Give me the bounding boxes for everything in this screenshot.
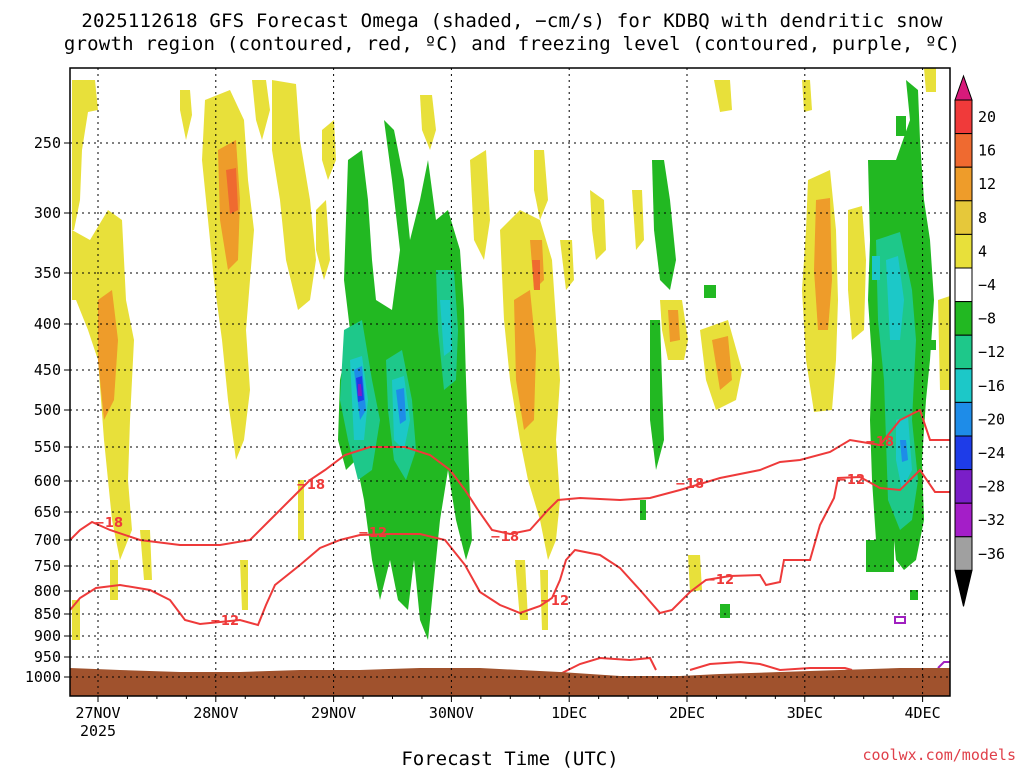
x-tick-label: 1DEC [551,704,587,722]
colorbar-swatch [954,435,973,471]
colorbar-label: 20 [978,108,996,126]
y-tick-label: 850 [34,605,61,623]
colorbar-label: −12 [978,343,1005,361]
x-tick-label: 29NOV [311,704,356,722]
colorbar: 20 16 12 8 4 −4 −8 −12 −16 −20 −24 −28 −32 −36 [954,74,1005,607]
y-tick-label: 450 [34,361,61,379]
colorbar-swatch [954,166,973,202]
y-tick-label: 550 [34,438,61,456]
x-tick-label: 28NOV [193,704,238,722]
colorbar-swatch [954,301,973,336]
colorbar-label: −36 [978,545,1005,563]
contour-label-1: −18 [94,516,123,531]
colorbar-label: −28 [978,478,1005,496]
y-axis: 250 300 350 400 450 500 550 600 650 700 750 800 850 9… [25,134,70,686]
y-tick-label: 400 [34,315,61,333]
contour-label-3: −12 [210,614,239,629]
chart-title-line1: 2025112618 GFS Forecast Omega (shaded, −… [81,10,943,32]
colorbar-swatch [954,502,973,538]
contour-label-5: −12 [358,526,387,541]
colorbar-swatch [954,536,973,571]
x-tick-label: 4DEC [905,704,941,722]
colorbar-label: −32 [978,511,1005,529]
colorbar-label: 4 [978,242,987,260]
colorbar-label: −20 [978,410,1005,428]
colorbar-label: 8 [978,209,987,227]
contour-label-9: −18 [865,435,894,450]
y-tick-label: 950 [34,648,61,666]
colorbar-label: 12 [978,175,996,193]
y-tick-label: 1000 [25,668,61,686]
colorbar-swatch [954,401,973,437]
colorbar-swatch [954,233,973,269]
colorbar-label: −8 [978,310,996,328]
contour-labels: −18 −18 −12 −18 −12 −18 −12 −12 −18 −12 [94,435,894,629]
colorbar-bottom-arrow [954,569,973,607]
terrain [70,668,950,696]
y-tick-label: 600 [34,472,61,490]
colorbar-label: 16 [978,142,996,160]
colorbar-swatch [954,469,973,504]
grid-lines [70,68,950,696]
y-tick-label: 750 [34,557,61,575]
colorbar-label: −24 [978,444,1005,462]
x-tick-sublabel: 2025 [80,722,116,740]
contour-label-10: −12 [836,473,865,488]
colorbar-top-arrow [954,74,973,101]
y-tick-label: 800 [34,582,61,600]
colorbar-swatch [954,133,973,168]
omega-shading [70,68,950,696]
contour-label-8: −12 [705,573,734,588]
credit-text: coolwx.com/models [862,746,1016,764]
x-tick-label: 27NOV [75,704,120,722]
y-tick-label: 350 [34,264,61,282]
contour-label-2: −18 [296,478,325,493]
colorbar-swatch [954,334,973,370]
x-axis-title: Forecast Time (UTC) [401,748,618,768]
colorbar-label: −4 [978,276,996,294]
y-tick-label: 900 [34,627,61,645]
y-tick-label: 250 [34,134,61,152]
colorbar-swatch [954,200,973,235]
chart-title-line2: growth region (contoured, red, ºC) and f… [63,33,961,55]
contour-label-7: −12 [540,594,569,609]
x-tick-label: 30NOV [429,704,474,722]
colorbar-swatch [954,368,973,403]
colorbar-swatch [954,99,973,135]
y-tick-label: 300 [34,204,61,222]
contour-label-4: −18 [490,530,519,545]
x-tick-label: 2DEC [669,704,705,722]
colorbar-label: −16 [978,377,1005,395]
x-tick-label: 3DEC [787,704,823,722]
y-tick-label: 500 [34,401,61,419]
y-tick-label: 650 [34,503,61,521]
colorbar-swatch [954,267,973,303]
y-tick-label: 700 [34,531,61,549]
contour-label-6: −18 [675,477,704,492]
